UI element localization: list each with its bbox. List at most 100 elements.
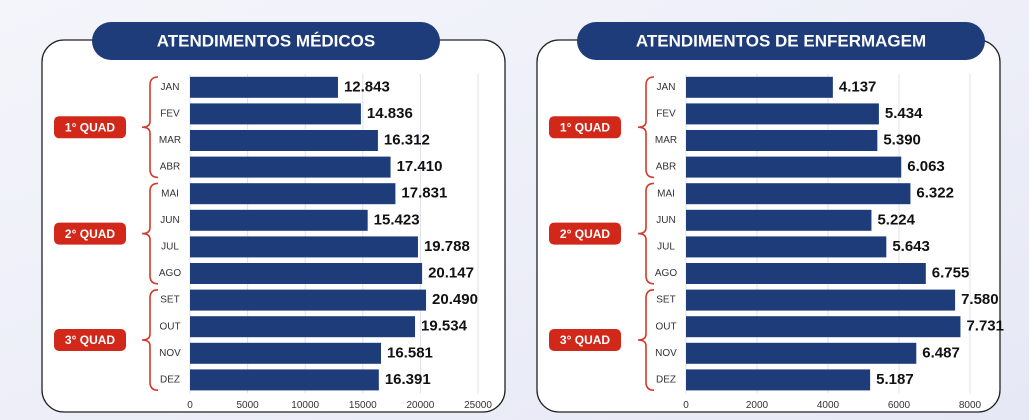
month-label: ABR xyxy=(656,162,677,173)
bar xyxy=(686,236,887,258)
month-label: MAI xyxy=(657,188,675,199)
group-brace xyxy=(637,76,655,179)
value-label: 6.322 xyxy=(916,185,954,202)
value-label: 5.224 xyxy=(877,211,915,228)
month-label: SET xyxy=(656,295,675,306)
value-label: 16.312 xyxy=(384,131,430,148)
chart-title: ATENDIMENTOS MÉDICOS xyxy=(157,31,376,50)
value-label: 4.137 xyxy=(839,78,877,95)
value-label: 6.063 xyxy=(907,158,945,175)
bar xyxy=(686,103,879,125)
bar xyxy=(190,183,396,205)
value-label: 7.731 xyxy=(966,318,1004,335)
month-label: DEZ xyxy=(656,375,676,386)
bar xyxy=(686,316,961,338)
x-tick-label: 0 xyxy=(683,400,689,411)
title-pill xyxy=(577,22,985,60)
group-brace xyxy=(141,76,159,179)
value-label: 5.643 xyxy=(892,238,930,255)
group-label: 2° QUAD xyxy=(560,227,610,241)
value-label: 12.843 xyxy=(344,78,390,95)
x-tick-label: 10000 xyxy=(291,400,319,411)
month-label: FEV xyxy=(656,109,676,120)
value-label: 20.490 xyxy=(432,291,478,308)
x-tick-label: 20000 xyxy=(406,400,434,411)
group-label: 2° QUAD xyxy=(65,227,115,241)
month-label: OUT xyxy=(655,321,676,332)
value-label: 7.580 xyxy=(961,291,999,308)
month-label: FEV xyxy=(160,109,180,120)
bar xyxy=(686,263,926,284)
month-label: MAI xyxy=(161,188,179,199)
group-badge xyxy=(54,222,126,245)
bar xyxy=(190,209,368,231)
group-brace xyxy=(141,182,159,285)
bar xyxy=(686,209,872,231)
value-label: 6.487 xyxy=(922,344,960,361)
x-tick-label: 15000 xyxy=(349,400,377,411)
x-tick-label: 2000 xyxy=(746,400,769,411)
value-label: 17.410 xyxy=(397,158,443,175)
month-label: JAN xyxy=(161,82,180,93)
group-badge xyxy=(549,329,621,351)
month-label: JAN xyxy=(657,82,676,93)
x-tick-label: 6000 xyxy=(888,400,911,411)
bar xyxy=(686,76,833,98)
month-label: JUN xyxy=(656,215,675,226)
month-label: JUL xyxy=(657,242,675,253)
bar xyxy=(190,342,382,364)
chart-title: ATENDIMENTOS DE ENFERMAGEM xyxy=(636,31,926,50)
month-label: OUT xyxy=(159,321,180,332)
month-label: AGO xyxy=(159,268,181,279)
value-label: 14.836 xyxy=(367,105,413,122)
group-badge xyxy=(549,222,621,245)
bar xyxy=(686,130,878,151)
value-label: 16.391 xyxy=(385,371,431,388)
value-label: 19.534 xyxy=(421,318,468,335)
bar xyxy=(686,342,917,364)
bar xyxy=(686,369,871,391)
month-label: AGO xyxy=(655,268,677,279)
title-pill xyxy=(92,22,440,60)
bar xyxy=(686,183,911,205)
value-label: 5.187 xyxy=(876,371,914,388)
month-label: MAR xyxy=(655,135,677,146)
bar xyxy=(190,289,427,311)
group-brace xyxy=(141,289,159,391)
month-label: MAR xyxy=(159,135,181,146)
group-badge xyxy=(54,329,126,351)
group-badge xyxy=(549,116,621,139)
bar xyxy=(190,103,361,125)
bar xyxy=(190,316,416,338)
x-tick-label: 4000 xyxy=(817,400,840,411)
group-brace xyxy=(637,182,655,285)
group-badge xyxy=(54,116,126,139)
month-label: ABR xyxy=(160,162,181,173)
value-label: 20.147 xyxy=(428,264,474,281)
bar xyxy=(190,130,378,151)
bar xyxy=(190,76,338,98)
group-label: 3° QUAD xyxy=(560,333,610,347)
month-label: JUN xyxy=(160,215,179,226)
bar xyxy=(190,236,418,258)
value-label: 5.434 xyxy=(885,105,923,122)
bar xyxy=(686,289,956,311)
bar xyxy=(686,156,902,178)
value-label: 15.423 xyxy=(374,211,420,228)
bar xyxy=(190,369,379,391)
value-label: 5.390 xyxy=(883,131,921,148)
month-label: SET xyxy=(160,295,179,306)
group-label: 3° QUAD xyxy=(65,333,115,347)
x-tick-label: 8000 xyxy=(959,400,982,411)
group-brace xyxy=(637,289,655,391)
value-label: 17.831 xyxy=(401,185,447,202)
value-label: 19.788 xyxy=(424,238,470,255)
month-label: DEZ xyxy=(160,375,180,386)
value-label: 16.581 xyxy=(387,344,433,361)
x-tick-label: 0 xyxy=(187,400,193,411)
x-tick-label: 25000 xyxy=(464,400,492,411)
month-label: JUL xyxy=(161,242,179,253)
bar xyxy=(190,263,423,284)
